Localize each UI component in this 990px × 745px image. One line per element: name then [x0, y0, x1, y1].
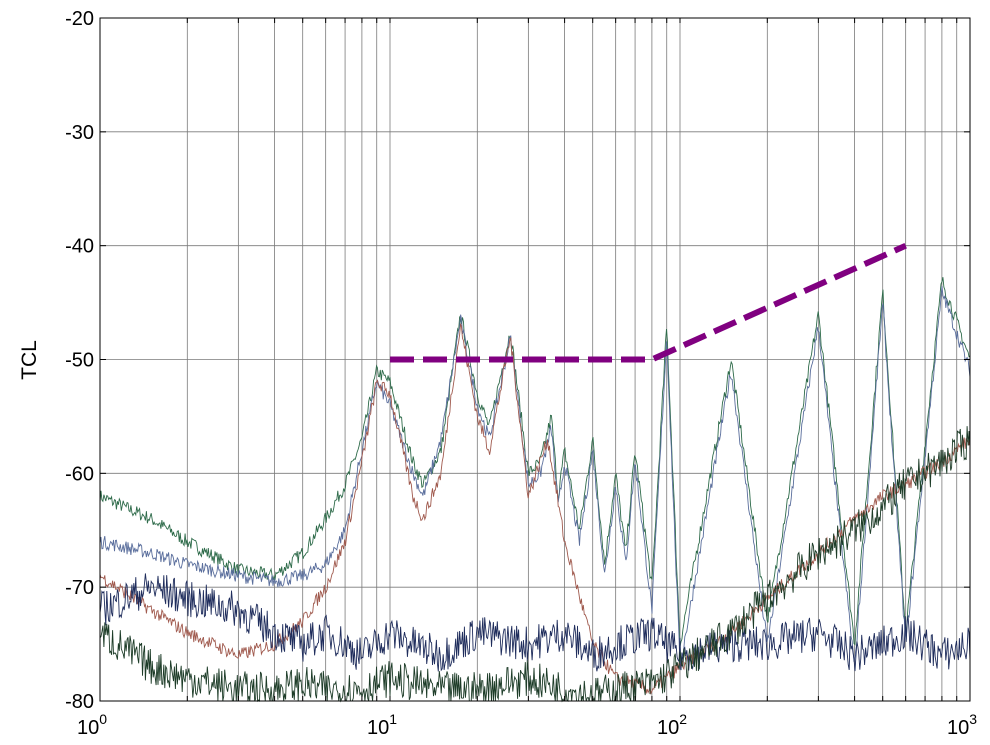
x-tick-label: 101 — [367, 711, 397, 739]
series-line — [99, 573, 971, 672]
y-tick-label: -80 — [65, 691, 94, 713]
y-axis-label: TCL — [18, 340, 41, 380]
y-tick-label: -30 — [65, 122, 94, 144]
y-tick-labels: -20 -30 -40 -50 -60 -70 -80 — [65, 8, 94, 713]
series-line — [99, 426, 971, 703]
x-tick-labels: 100 101 102 103 — [77, 711, 977, 739]
y-tick-label: -70 — [65, 577, 94, 599]
y-tick-label: -60 — [65, 463, 94, 485]
series-lines — [99, 277, 971, 703]
limit-line-path — [390, 242, 907, 363]
limit-line — [390, 242, 907, 363]
x-tick-label: 103 — [947, 711, 977, 739]
x-tick-label: 100 — [77, 711, 107, 739]
y-tick-label: -50 — [65, 350, 94, 372]
y-tick-label: -20 — [65, 8, 94, 30]
axis-ticks — [100, 17, 970, 702]
y-tick-label: -40 — [65, 236, 94, 258]
x-tick-label: 102 — [657, 711, 687, 739]
